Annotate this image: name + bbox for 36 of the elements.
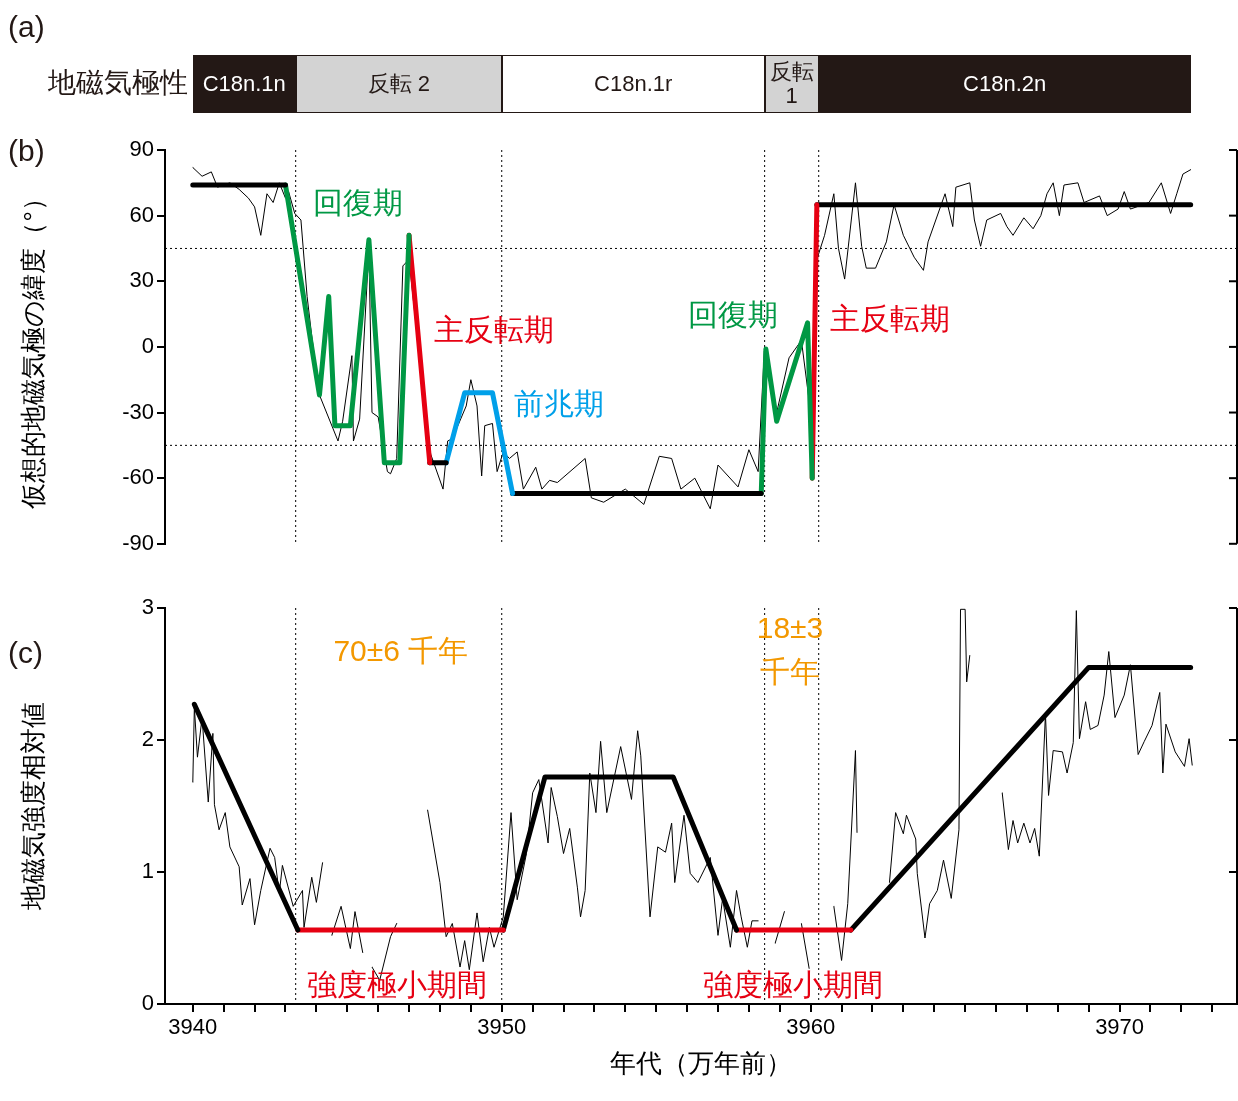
y-tick-label: -90	[122, 529, 154, 555]
series-label: 主反転期	[434, 313, 555, 347]
series-label: 強度極小期間	[703, 968, 884, 1002]
y-tick-label: -30	[122, 398, 154, 424]
series-label: 回復期	[312, 186, 403, 219]
x-axis-title: 年代（万年前）	[610, 1047, 792, 1078]
polarity-block: C18n.1r	[501, 55, 765, 113]
polarity-block: 反転1	[764, 55, 819, 113]
x-tick-label: 3940	[168, 1014, 218, 1040]
x-tick-label: 3950	[477, 1014, 527, 1040]
y-tick-label: 3	[141, 594, 154, 620]
y-tick-label: 0	[141, 332, 154, 358]
polarity-block: C18n.2n	[818, 55, 1191, 113]
text: 地磁気極性	[48, 66, 188, 100]
x-tick-label: 3970	[1095, 1014, 1145, 1040]
series-label: 強度極小期間	[306, 968, 487, 1002]
chart-title: (b)	[8, 134, 45, 168]
y-tick-label: 90	[129, 136, 154, 162]
y-axis-title: 仮想的地磁気極の緯度（°）	[17, 185, 48, 510]
annotation: 70±6 千年	[333, 634, 469, 668]
series-label: 主反転期	[829, 302, 950, 336]
text: (c)	[8, 636, 43, 670]
y-axis-title: 地磁気強度相対値	[17, 702, 48, 911]
y-tick-label: 30	[129, 267, 154, 293]
annotation: 18±3 千年	[756, 611, 824, 689]
polarity-block: C18n.1n	[192, 55, 296, 113]
series-label: 前兆期	[514, 386, 605, 420]
y-tick-label: 2	[141, 726, 154, 752]
x-tick-label: 3960	[786, 1014, 836, 1040]
y-tick-label: -60	[122, 464, 154, 490]
series-label: 回復期	[688, 298, 779, 332]
y-tick-label: 1	[141, 858, 154, 884]
text: (a)	[8, 10, 45, 44]
polarity-block: 反転 2	[295, 55, 502, 113]
y-tick-label: 60	[129, 201, 154, 227]
y-tick-label: 0	[141, 990, 154, 1016]
